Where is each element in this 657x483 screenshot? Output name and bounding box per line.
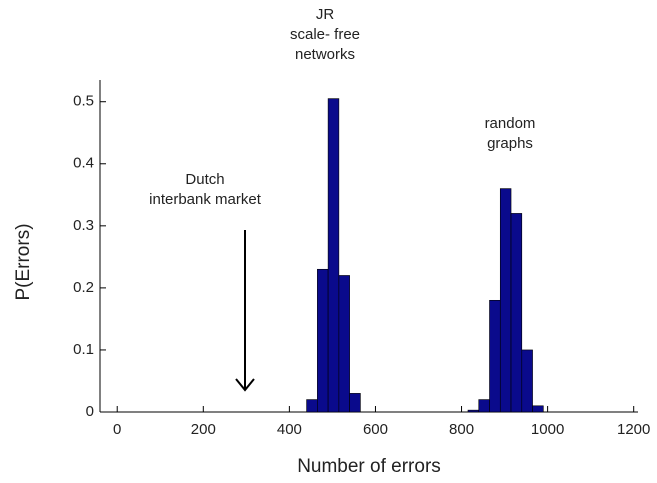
arrow-head	[235, 378, 255, 392]
x-tick-label: 400	[277, 421, 302, 438]
bar	[317, 268, 329, 413]
bar	[510, 213, 523, 413]
annotation: random	[485, 115, 536, 132]
annotation: Dutch	[185, 171, 224, 188]
y-tick-label: 0	[86, 403, 94, 420]
x-tick-label: 1000	[531, 421, 564, 438]
y-tick-label: 0.2	[73, 279, 94, 296]
bar	[489, 299, 501, 413]
annotation: graphs	[487, 135, 533, 152]
x-tick-label: 0	[113, 421, 121, 438]
y-tick-label: 0.3	[73, 217, 94, 234]
bar	[467, 409, 480, 413]
bar	[521, 349, 533, 413]
bar	[327, 98, 340, 413]
y-tick-label: 0.4	[73, 155, 94, 172]
x-tick-label: 1200	[617, 421, 650, 438]
annotation: scale- free	[290, 26, 360, 43]
bar	[338, 275, 350, 413]
bar	[349, 393, 361, 413]
bar	[478, 399, 490, 413]
y-axis-title: P(Errors)	[13, 223, 34, 300]
x-tick-label: 600	[363, 421, 388, 438]
y-tick-label: 0.5	[73, 93, 94, 110]
annotation: interbank market	[149, 191, 262, 208]
annotation: networks	[295, 46, 355, 63]
bar	[499, 188, 512, 413]
y-tick-label: 0.1	[73, 341, 94, 358]
bar	[532, 405, 544, 413]
annotation: JR	[316, 6, 335, 23]
x-axis-title: Number of errors	[297, 456, 441, 477]
x-tick-label: 800	[449, 421, 474, 438]
x-tick-label: 200	[191, 421, 216, 438]
bar	[306, 399, 318, 413]
